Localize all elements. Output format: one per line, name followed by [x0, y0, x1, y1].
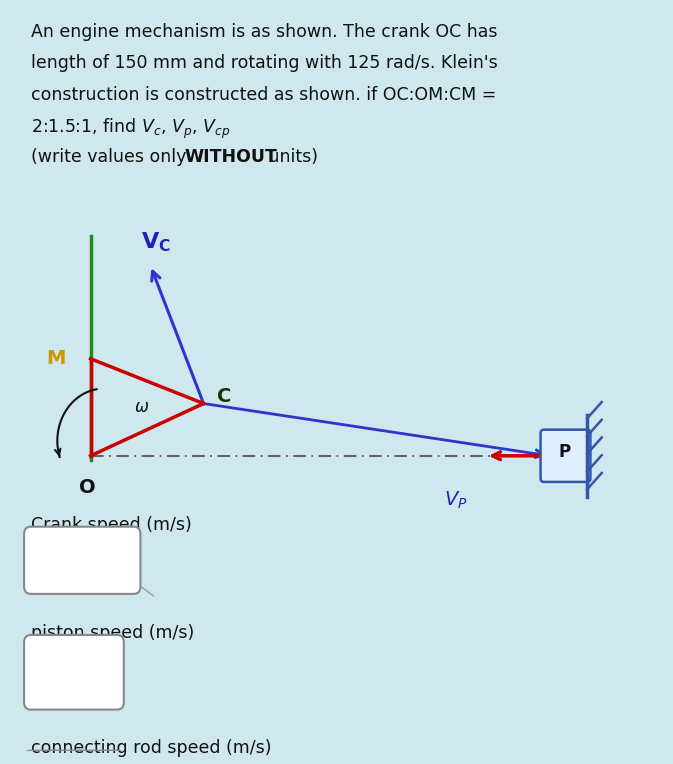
FancyBboxPatch shape	[24, 751, 124, 764]
FancyBboxPatch shape	[24, 526, 141, 594]
Text: $V_P$: $V_P$	[444, 490, 468, 511]
Text: M: M	[46, 349, 65, 368]
Text: units): units)	[263, 148, 318, 167]
Text: construction is constructed as shown. if OC:OM:CM =: construction is constructed as shown. if…	[31, 86, 496, 104]
Text: (write values only: (write values only	[31, 148, 192, 167]
Text: 2:1.5:1, find $V_c$, $V_p$, $V_{cp}$: 2:1.5:1, find $V_c$, $V_p$, $V_{cp}$	[31, 117, 230, 141]
Text: $\mathbf{V_C}$: $\mathbf{V_C}$	[141, 231, 171, 254]
Text: length of 150 mm and rotating with 125 rad/s. Klein's: length of 150 mm and rotating with 125 r…	[31, 54, 497, 72]
Text: Crank speed (m/s): Crank speed (m/s)	[31, 516, 192, 533]
Text: O: O	[79, 478, 96, 497]
Text: connecting rod speed (m/s): connecting rod speed (m/s)	[31, 740, 271, 757]
FancyBboxPatch shape	[540, 429, 590, 482]
Text: WITHOUT: WITHOUT	[185, 148, 278, 167]
FancyBboxPatch shape	[24, 635, 124, 710]
Text: P: P	[558, 443, 570, 461]
Text: An engine mechanism is as shown. The crank OC has: An engine mechanism is as shown. The cra…	[31, 23, 497, 40]
Text: piston speed (m/s): piston speed (m/s)	[31, 623, 194, 642]
Text: $\omega$: $\omega$	[134, 398, 149, 416]
Text: C: C	[217, 387, 232, 406]
Text: 18.: 18.	[44, 552, 73, 569]
